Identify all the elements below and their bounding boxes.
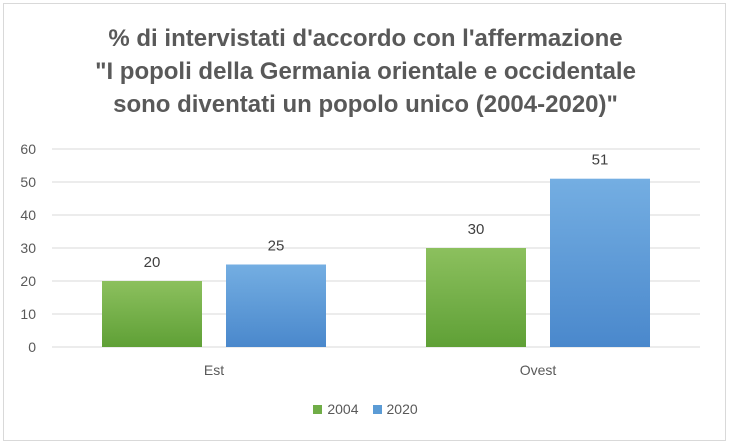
data-label: 30 bbox=[468, 221, 485, 238]
legend-swatch-2004 bbox=[313, 404, 323, 414]
chart-title: % di intervistati d'accordo con l'afferm… bbox=[0, 22, 731, 121]
data-label: 20 bbox=[144, 254, 161, 271]
y-tick-label: 30 bbox=[20, 240, 36, 256]
data-label: 51 bbox=[592, 152, 609, 169]
y-tick-label: 20 bbox=[20, 273, 36, 289]
bar-2004-ovest bbox=[426, 248, 526, 347]
chart-title-line-2: "I popoli della Germania orientale e occ… bbox=[95, 58, 636, 85]
chart-title-line-3: sono diventati un popolo unico (2004-202… bbox=[113, 91, 618, 118]
legend: 2004 2020 bbox=[0, 401, 731, 417]
y-tick-label: 50 bbox=[20, 174, 36, 190]
y-axis-ticks: 0 10 20 30 40 50 60 bbox=[20, 141, 36, 355]
y-tick-label: 10 bbox=[20, 306, 36, 322]
legend-swatch-2020 bbox=[372, 404, 382, 414]
data-labels: 20 25 30 51 bbox=[144, 152, 609, 271]
bar-2020-est bbox=[226, 264, 326, 347]
x-tick-label: Ovest bbox=[520, 362, 557, 378]
bar-2020-ovest bbox=[550, 178, 650, 347]
y-tick-label: 60 bbox=[20, 141, 36, 157]
y-tick-label: 40 bbox=[20, 207, 36, 223]
bars bbox=[102, 178, 650, 347]
x-axis-ticks: Est Ovest bbox=[204, 362, 557, 378]
chart-title-line-1: % di intervistati d'accordo con l'afferm… bbox=[108, 25, 623, 52]
y-tick-label: 0 bbox=[28, 339, 36, 355]
legend-label-2004: 2004 bbox=[327, 401, 359, 417]
legend-item-2004: 2004 bbox=[313, 401, 359, 417]
legend-label-2020: 2020 bbox=[386, 401, 418, 417]
data-label: 25 bbox=[268, 238, 285, 255]
legend-item-2020: 2020 bbox=[372, 401, 418, 417]
bar-2004-est bbox=[102, 281, 202, 347]
x-tick-label: Est bbox=[204, 362, 224, 378]
